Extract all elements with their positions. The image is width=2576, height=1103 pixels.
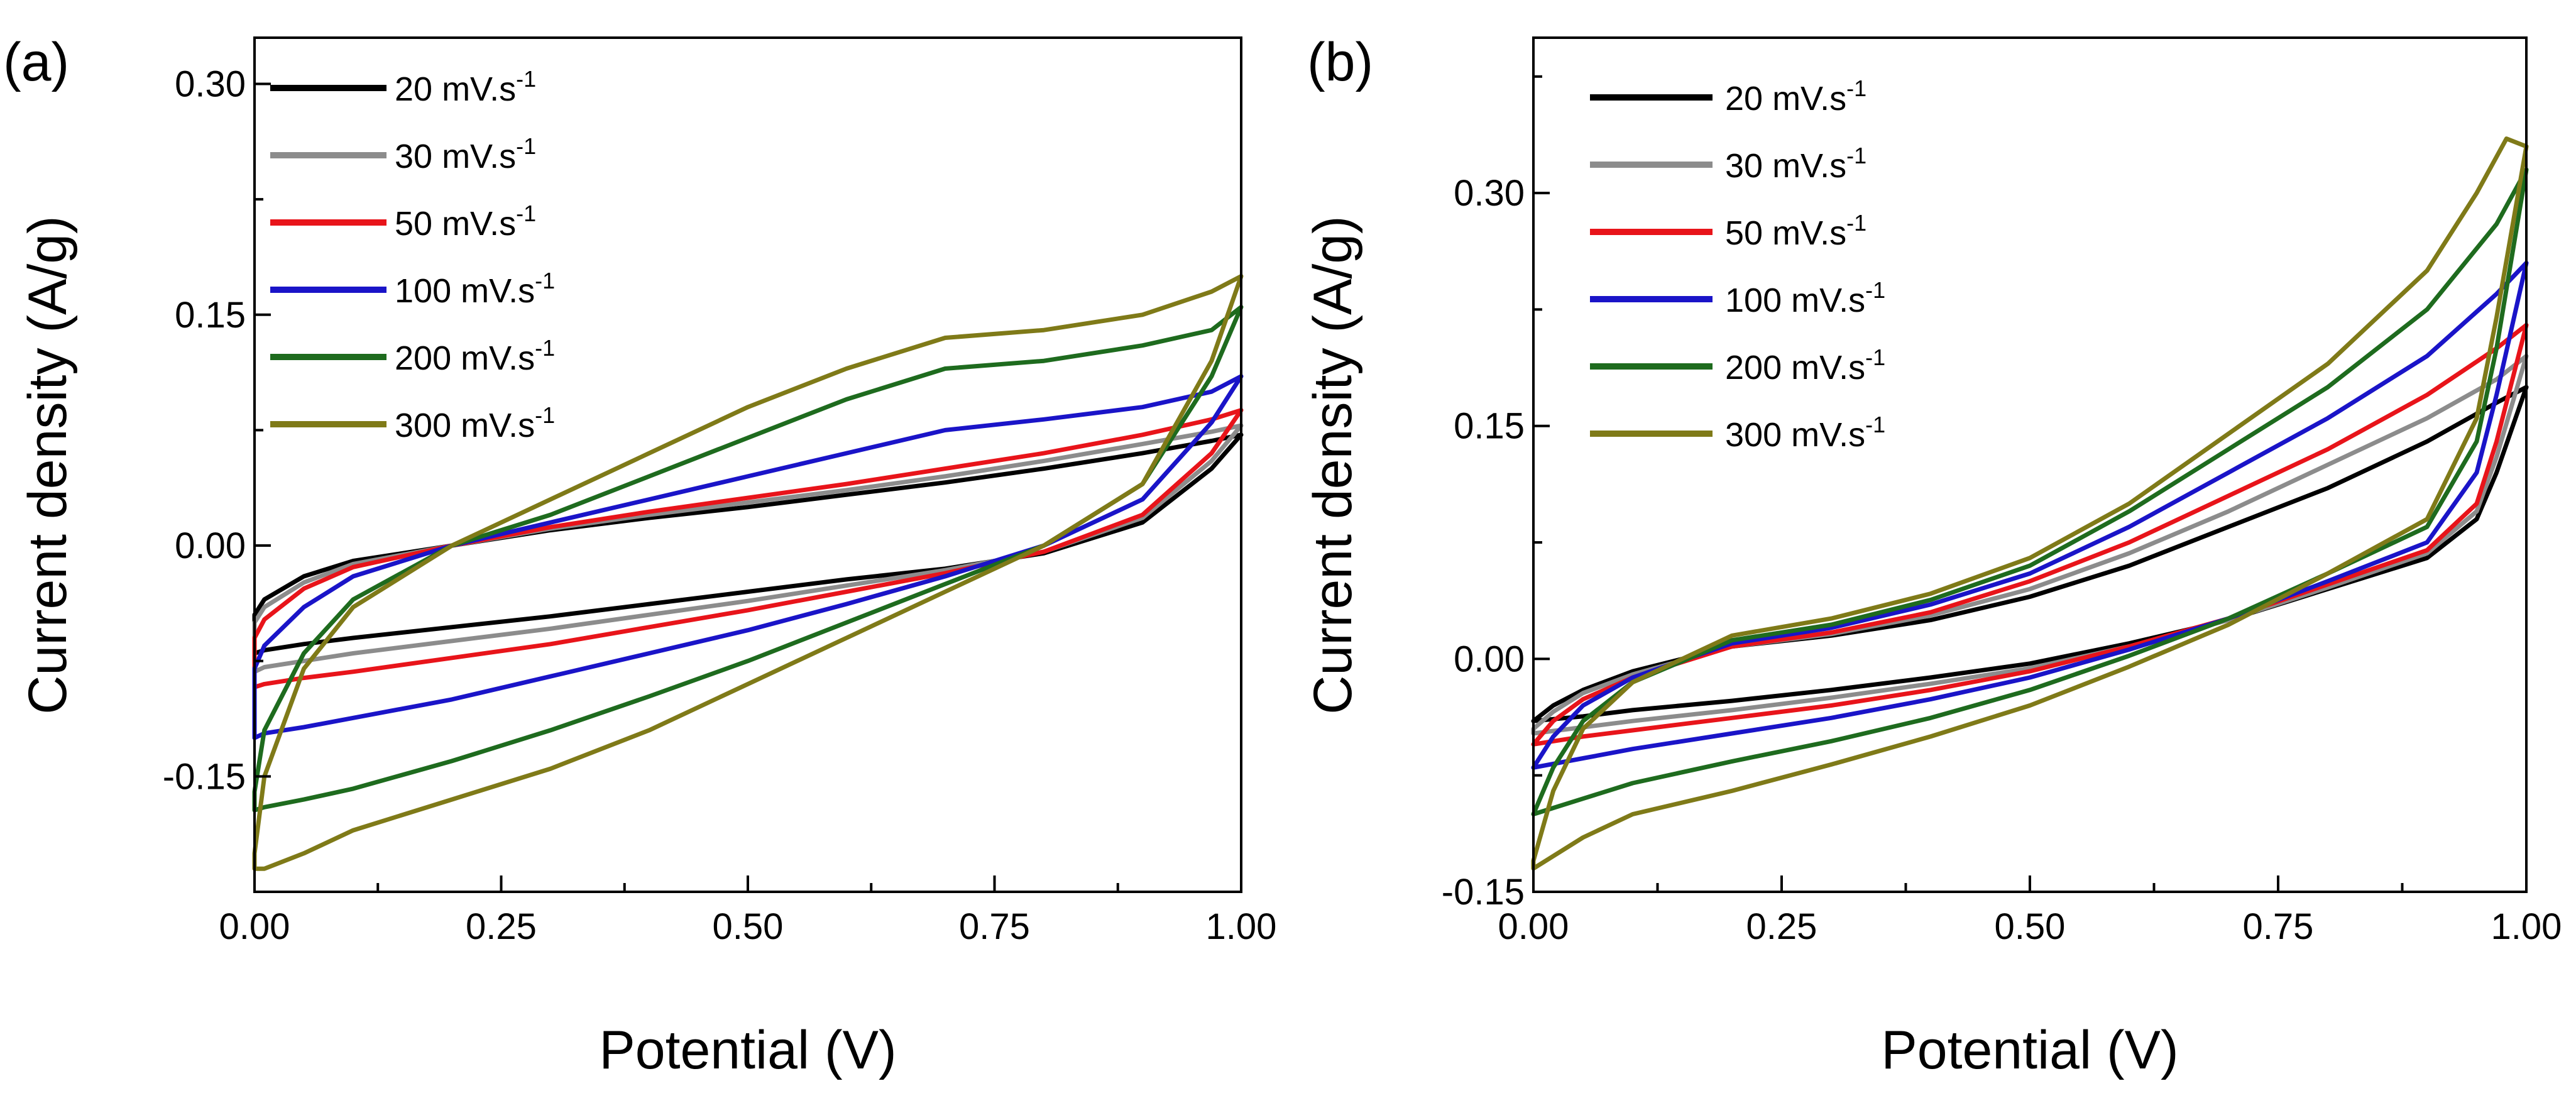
legend-label: 300 mV.s — [1725, 416, 1865, 454]
svg-text:200 mV.s-1: 200 mV.s-1 — [1725, 344, 1885, 387]
y-tick-label: 0.15 — [1454, 406, 1525, 447]
panel-label-a: (a) — [3, 32, 69, 92]
legend-sup: -1 — [535, 335, 555, 361]
svg-text:100 mV.s-1: 100 mV.s-1 — [1725, 277, 1885, 319]
panel-b: (b) 0.00 0.25 0.50 0.75 1.00 -0.15 0.00 … — [1303, 32, 2562, 1080]
legend-item: 30 mV.s-1 — [1590, 143, 1866, 185]
ticks-a — [253, 82, 1242, 893]
legend-label: 100 mV.s — [395, 272, 535, 310]
legend-sup: -1 — [1865, 277, 1885, 303]
legend-item: 50 mV.s-1 — [1590, 210, 1866, 252]
x-tick-labels-a: 0.00 0.25 0.50 0.75 1.00 — [219, 906, 1277, 947]
series-curve — [252, 274, 1244, 871]
svg-text:20 mV.s-1: 20 mV.s-1 — [1725, 75, 1866, 118]
x-tick-label: 0.25 — [466, 906, 537, 947]
legend-item: 300 mV.s-1 — [1590, 412, 1885, 454]
legend-label: 300 mV.s — [395, 407, 535, 444]
legend-item: 300 mV.s-1 — [270, 402, 555, 444]
x-tick-label: 0.25 — [1746, 906, 1817, 947]
y-axis-title-b: Current density (A/g) — [1303, 216, 1363, 714]
legend-sup: -1 — [535, 268, 555, 294]
y-tick-label: 0.30 — [175, 63, 246, 104]
x-tick-label: 0.75 — [959, 906, 1030, 947]
legend-item: 200 mV.s-1 — [270, 335, 555, 377]
legend-label: 200 mV.s — [395, 339, 535, 377]
legend-sup: -1 — [516, 133, 536, 159]
x-tick-label: 0.50 — [1995, 906, 2066, 947]
svg-text:20 mV.s-1: 20 mV.s-1 — [395, 66, 536, 108]
x-tick-label: 0.50 — [713, 906, 784, 947]
series-curve — [252, 432, 1244, 656]
legend-sup: -1 — [1865, 412, 1885, 437]
x-tick-labels-b: 0.00 0.25 0.50 0.75 1.00 — [1498, 906, 2562, 947]
legend-label: 30 mV.s — [395, 138, 516, 175]
legend-sup: -1 — [516, 66, 536, 92]
y-tick-labels-a: -0.15 0.00 0.15 0.30 — [163, 63, 246, 797]
svg-text:300 mV.s-1: 300 mV.s-1 — [395, 402, 555, 444]
svg-text:50 mV.s-1: 50 mV.s-1 — [395, 200, 536, 243]
panel-label-b: (b) — [1307, 32, 1373, 92]
legend-label: 30 mV.s — [1725, 147, 1846, 185]
legend-label: 50 mV.s — [1725, 214, 1846, 252]
svg-text:200 mV.s-1: 200 mV.s-1 — [395, 335, 555, 377]
svg-text:300 mV.s-1: 300 mV.s-1 — [1725, 412, 1885, 454]
series-curve — [252, 408, 1244, 689]
legend-item: 100 mV.s-1 — [270, 268, 555, 310]
legend-sup: -1 — [535, 402, 555, 428]
legend-sup: -1 — [1846, 143, 1866, 168]
y-tick-label: 0.15 — [175, 295, 246, 336]
series-curve — [1531, 136, 2529, 871]
legend-item: 50 mV.s-1 — [270, 200, 536, 243]
x-tick-label: 1.00 — [2491, 906, 2562, 947]
legend-label: 100 mV.s — [1725, 282, 1865, 319]
x-axis-title-b: Potential (V) — [1881, 1020, 2178, 1080]
series-curve — [252, 374, 1244, 740]
legend-item: 100 mV.s-1 — [1590, 277, 1885, 319]
x-tick-label: 0.00 — [219, 906, 290, 947]
y-tick-label: 0.00 — [175, 525, 246, 566]
plot-area-a — [252, 274, 1244, 871]
series-curve — [252, 305, 1244, 813]
legend-sup: -1 — [1865, 344, 1885, 370]
legend-a: 20 mV.s-1 30 mV.s-1 50 mV.s-1 100 mV.s-1… — [270, 66, 555, 444]
legend-sup: -1 — [516, 200, 536, 226]
x-tick-label: 0.00 — [1498, 906, 1569, 947]
y-tick-label: -0.15 — [163, 756, 246, 797]
ticks-b — [1532, 75, 2528, 893]
y-tick-label: 0.30 — [1454, 173, 1525, 214]
svg-text:30 mV.s-1: 30 mV.s-1 — [1725, 143, 1866, 185]
y-tick-label: -0.15 — [1442, 872, 1525, 913]
y-tick-labels-b: -0.15 0.00 0.15 0.30 — [1442, 173, 1525, 913]
legend-label: 200 mV.s — [1725, 349, 1865, 387]
y-axis-title-a: Current density (A/g) — [18, 216, 78, 714]
legend-item: 20 mV.s-1 — [270, 66, 536, 108]
legend-item: 30 mV.s-1 — [270, 133, 536, 175]
legend-sup: -1 — [1846, 75, 1866, 101]
legend-label: 50 mV.s — [395, 205, 516, 243]
x-tick-label: 0.75 — [2243, 906, 2314, 947]
svg-text:30 mV.s-1: 30 mV.s-1 — [395, 133, 536, 175]
legend-label: 20 mV.s — [395, 70, 516, 108]
legend-item: 20 mV.s-1 — [1590, 75, 1866, 118]
legend-label: 20 mV.s — [1725, 80, 1846, 118]
y-tick-label: 0.00 — [1454, 639, 1525, 679]
legend-item: 200 mV.s-1 — [1590, 344, 1885, 387]
panel-a: (a) 0.00 0.25 0.50 0.75 1.00 -0.15 0.00 … — [3, 32, 1276, 1080]
plot-area-b — [1531, 136, 2529, 871]
svg-text:100 mV.s-1: 100 mV.s-1 — [395, 268, 555, 310]
legend-b: 20 mV.s-1 30 mV.s-1 50 mV.s-1 100 mV.s-1… — [1590, 75, 1885, 454]
x-axis-title-a: Potential (V) — [599, 1020, 896, 1080]
legend-sup: -1 — [1846, 210, 1866, 236]
x-tick-label: 1.00 — [1206, 906, 1277, 947]
svg-text:50 mV.s-1: 50 mV.s-1 — [1725, 210, 1866, 252]
